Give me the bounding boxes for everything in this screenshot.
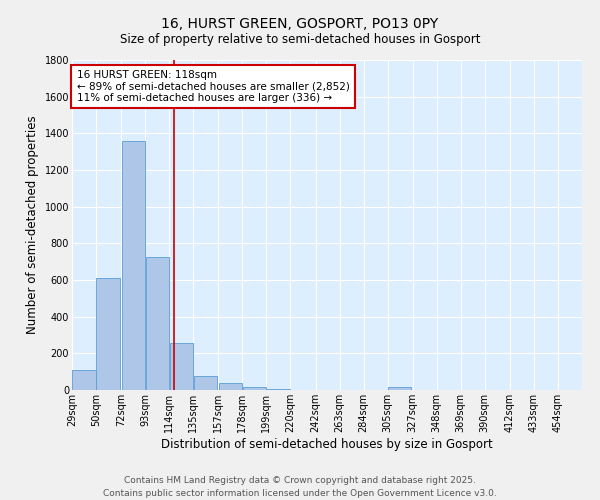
- Bar: [73, 370, 95, 390]
- Text: 16, HURST GREEN, GOSPORT, PO13 0PY: 16, HURST GREEN, GOSPORT, PO13 0PY: [161, 18, 439, 32]
- X-axis label: Distribution of semi-detached houses by size in Gosport: Distribution of semi-detached houses by …: [161, 438, 493, 450]
- Bar: [243, 387, 266, 390]
- Bar: [194, 376, 217, 390]
- Text: Size of property relative to semi-detached houses in Gosport: Size of property relative to semi-detach…: [120, 32, 480, 46]
- Text: Contains HM Land Registry data © Crown copyright and database right 2025.
Contai: Contains HM Land Registry data © Crown c…: [103, 476, 497, 498]
- Y-axis label: Number of semi-detached properties: Number of semi-detached properties: [26, 116, 39, 334]
- Bar: [388, 387, 411, 390]
- Bar: [97, 278, 119, 390]
- Text: 16 HURST GREEN: 118sqm
← 89% of semi-detached houses are smaller (2,852)
11% of : 16 HURST GREEN: 118sqm ← 89% of semi-det…: [77, 70, 349, 103]
- Bar: [146, 257, 169, 390]
- Bar: [170, 343, 193, 390]
- Bar: [267, 389, 290, 390]
- Bar: [122, 140, 145, 390]
- Bar: [219, 382, 242, 390]
